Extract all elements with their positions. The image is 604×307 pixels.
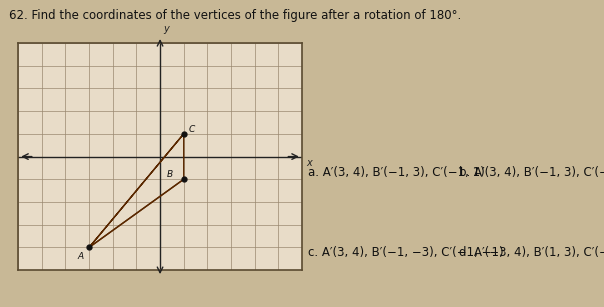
Text: c. A′(3, 4), B′(−1, −3), C′(−1, −1): c. A′(3, 4), B′(−1, −3), C′(−1, −1): [308, 246, 504, 258]
Text: x: x: [306, 158, 312, 168]
Text: a. A′(3, 4), B′(−1, 3), C′(−1, 1): a. A′(3, 4), B′(−1, 3), C′(−1, 1): [308, 166, 485, 179]
Text: y: y: [163, 24, 169, 34]
Text: b. A′(3, 4), B′(−1, 3), C′(−1, −1): b. A′(3, 4), B′(−1, 3), C′(−1, −1): [459, 166, 604, 179]
Text: B: B: [167, 170, 173, 179]
Text: d. A′(−3, 4), B′(1, 3), C′(−1, −1): d. A′(−3, 4), B′(1, 3), C′(−1, −1): [459, 246, 604, 258]
Text: C: C: [188, 125, 194, 134]
Text: 62. Find the coordinates of the vertices of the figure after a rotation of 180°.: 62. Find the coordinates of the vertices…: [9, 9, 461, 22]
Text: A: A: [77, 252, 83, 261]
